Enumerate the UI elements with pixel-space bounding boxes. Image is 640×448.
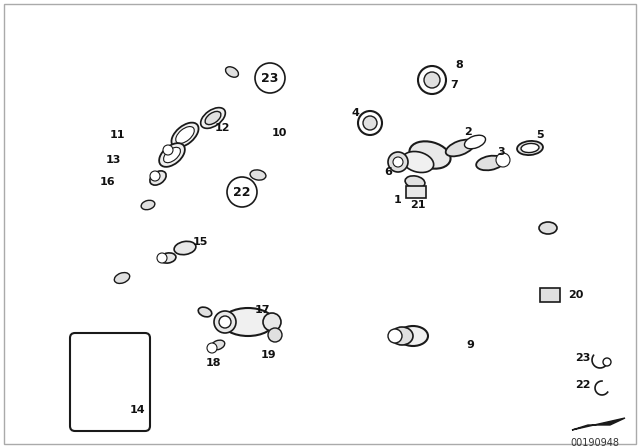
Circle shape	[424, 72, 440, 88]
Ellipse shape	[222, 308, 274, 336]
Text: 9: 9	[466, 340, 474, 350]
Ellipse shape	[159, 143, 185, 167]
Circle shape	[363, 116, 377, 130]
Ellipse shape	[398, 326, 428, 346]
Circle shape	[268, 328, 282, 342]
Bar	[406, 186, 426, 198]
Circle shape	[163, 145, 173, 155]
Ellipse shape	[465, 135, 486, 149]
Ellipse shape	[201, 108, 225, 129]
Ellipse shape	[521, 143, 539, 153]
Circle shape	[255, 63, 285, 93]
Text: 14: 14	[130, 405, 146, 415]
Text: 16: 16	[100, 177, 116, 187]
Text: 20: 20	[568, 290, 584, 300]
Circle shape	[358, 111, 382, 135]
Text: 19: 19	[260, 350, 276, 360]
Ellipse shape	[517, 141, 543, 155]
Ellipse shape	[150, 171, 166, 185]
Ellipse shape	[225, 67, 239, 77]
Circle shape	[496, 153, 510, 167]
Ellipse shape	[539, 222, 557, 234]
Ellipse shape	[405, 176, 425, 188]
Circle shape	[603, 358, 611, 366]
Text: 8: 8	[455, 60, 463, 70]
Ellipse shape	[205, 112, 221, 125]
Text: 17: 17	[255, 305, 271, 315]
Ellipse shape	[388, 329, 402, 343]
Text: 2: 2	[464, 127, 472, 137]
Text: 12: 12	[215, 123, 230, 133]
Text: 5: 5	[536, 130, 544, 140]
Text: 3: 3	[497, 147, 504, 157]
Circle shape	[393, 157, 403, 167]
Ellipse shape	[391, 327, 413, 345]
Text: 22: 22	[575, 380, 591, 390]
Circle shape	[207, 343, 217, 353]
Ellipse shape	[263, 313, 281, 331]
Bar	[540, 288, 560, 302]
Ellipse shape	[115, 272, 130, 284]
Text: 15: 15	[193, 237, 209, 247]
Circle shape	[388, 152, 408, 172]
Text: 00190948: 00190948	[570, 438, 620, 448]
Ellipse shape	[174, 241, 196, 254]
Text: 23: 23	[575, 353, 590, 363]
FancyBboxPatch shape	[70, 333, 150, 431]
Ellipse shape	[141, 200, 155, 210]
Ellipse shape	[172, 123, 198, 147]
Ellipse shape	[445, 140, 474, 156]
Text: 21: 21	[410, 200, 426, 210]
Ellipse shape	[211, 340, 225, 350]
Circle shape	[150, 171, 160, 181]
Text: 23: 23	[261, 72, 278, 85]
Ellipse shape	[214, 311, 236, 333]
Ellipse shape	[250, 170, 266, 180]
Ellipse shape	[476, 156, 504, 170]
Polygon shape	[572, 418, 625, 430]
Circle shape	[157, 253, 167, 263]
Ellipse shape	[198, 307, 212, 317]
Text: 13: 13	[106, 155, 122, 165]
Circle shape	[418, 66, 446, 94]
Text: 22: 22	[233, 185, 251, 198]
Ellipse shape	[219, 316, 231, 328]
Text: 6: 6	[384, 167, 392, 177]
Text: 18: 18	[205, 358, 221, 368]
Text: 10: 10	[272, 128, 287, 138]
Circle shape	[227, 177, 257, 207]
Text: 4: 4	[351, 108, 359, 118]
Text: 7: 7	[450, 80, 458, 90]
Ellipse shape	[403, 151, 434, 172]
Ellipse shape	[160, 253, 176, 263]
Ellipse shape	[410, 141, 451, 169]
Text: 1: 1	[394, 195, 402, 205]
Ellipse shape	[164, 147, 180, 163]
Text: 11: 11	[110, 130, 125, 140]
Ellipse shape	[176, 127, 195, 143]
